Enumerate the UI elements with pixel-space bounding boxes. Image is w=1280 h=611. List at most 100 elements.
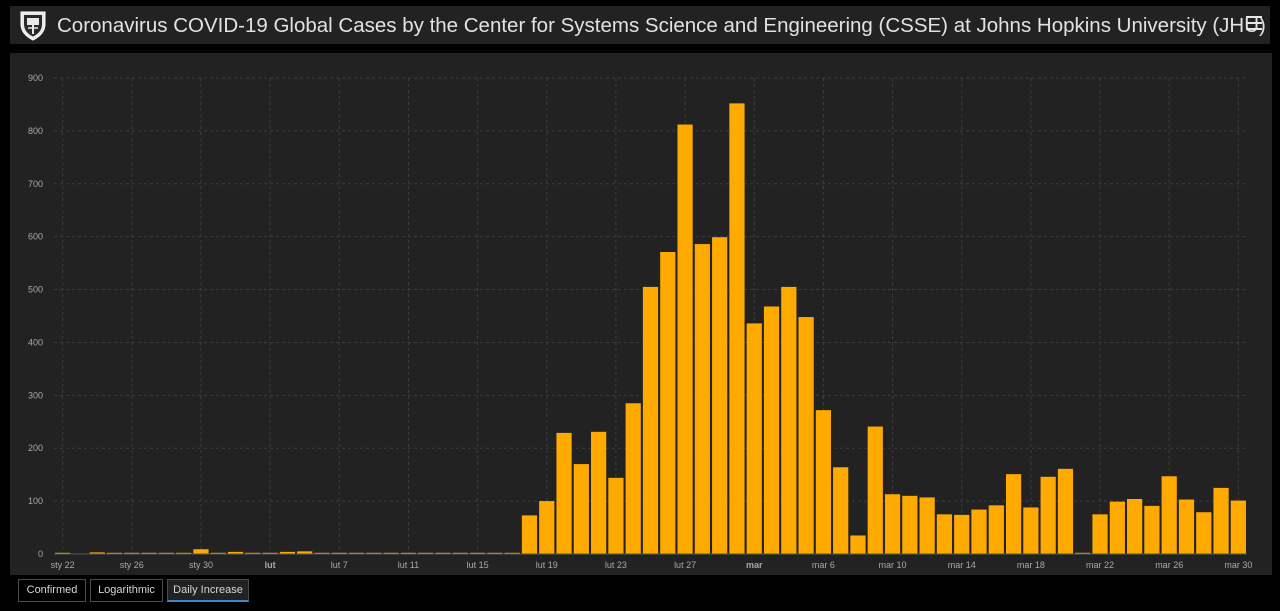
chart-bar xyxy=(366,552,382,554)
chart-bar xyxy=(176,552,192,554)
chart-bar xyxy=(227,551,244,554)
chart-bar xyxy=(642,286,659,554)
chart-bar xyxy=(1005,474,1022,554)
x-tick-label: mar xyxy=(746,560,763,570)
chart-bar xyxy=(262,552,278,554)
hamburger-menu-icon[interactable] xyxy=(1246,16,1262,32)
x-tick-label: sty 26 xyxy=(120,560,144,570)
x-tick-label: mar 30 xyxy=(1224,560,1252,570)
x-tick-label: lut 27 xyxy=(674,560,696,570)
chart-bar xyxy=(521,515,538,554)
chart-bar xyxy=(1040,476,1056,554)
chart-bar xyxy=(867,426,883,554)
chart-bar xyxy=(279,551,296,554)
chart-bar xyxy=(729,103,745,555)
chart-bar xyxy=(106,552,123,554)
chart-bar xyxy=(660,252,676,554)
chart-panel: 0 100 200 300 400 500 600 700 800 900 sty 22 sty 26… xyxy=(10,53,1272,575)
chart-bar xyxy=(55,552,71,554)
y-tick-label: 500 xyxy=(28,285,43,295)
chart-bar xyxy=(850,535,866,554)
chart-bar xyxy=(919,497,935,554)
chart-bar xyxy=(1230,500,1246,554)
x-tick-label: sty 30 xyxy=(189,560,213,570)
chart-bar xyxy=(746,323,762,554)
tab-daily-increase[interactable]: Daily Increase xyxy=(167,579,249,602)
chart-bar xyxy=(971,509,987,554)
chart-bar xyxy=(815,410,832,554)
y-tick-label: 400 xyxy=(28,337,43,347)
y-tick-label: 900 xyxy=(28,73,43,83)
tab-logarithmic[interactable]: Logarithmic xyxy=(90,579,163,602)
chart-bar xyxy=(383,552,399,554)
chart-bar xyxy=(936,514,953,554)
chart-bar xyxy=(833,467,849,554)
chart-bar xyxy=(487,552,503,554)
y-tick-label: 700 xyxy=(28,179,43,189)
chart-bar xyxy=(694,244,710,554)
chart-bar xyxy=(781,286,797,554)
chart-bar xyxy=(573,464,589,554)
tab-confirmed[interactable]: Confirmed xyxy=(18,579,86,602)
chart-bar xyxy=(591,431,607,554)
x-tick-label: lut 11 xyxy=(398,560,419,570)
chart-bar xyxy=(763,306,780,554)
chart-bar xyxy=(89,552,105,554)
chart-bar xyxy=(1109,501,1125,554)
chart-bar xyxy=(1213,487,1229,554)
chart-bar xyxy=(625,403,641,554)
chart-bar xyxy=(884,494,901,554)
chart-bar xyxy=(435,552,451,554)
chart-bar xyxy=(798,317,814,554)
chart-bar xyxy=(418,552,434,554)
y-tick-label: 0 xyxy=(38,549,43,559)
chart-bar xyxy=(469,552,486,554)
chart-bar xyxy=(297,551,313,554)
y-tick-label: 300 xyxy=(28,390,43,400)
x-tick-label: mar 6 xyxy=(812,560,835,570)
chart-bar xyxy=(245,552,261,554)
y-tick-label: 200 xyxy=(28,443,43,453)
daily-increase-chart: 0 100 200 300 400 500 600 700 800 900 sty 22 sty 26… xyxy=(28,73,1252,570)
chart-bar xyxy=(400,552,417,554)
chart-bar xyxy=(1127,498,1143,554)
x-tick-label: lut xyxy=(265,560,276,570)
chart-bar xyxy=(1092,514,1108,554)
x-tick-label: mar 26 xyxy=(1155,560,1183,570)
x-tick-label: mar 18 xyxy=(1017,560,1045,570)
chart-bar xyxy=(504,552,520,554)
x-tick-label: mar 22 xyxy=(1086,560,1114,570)
x-tick-label: sty 22 xyxy=(51,560,75,570)
chart-bar xyxy=(954,514,970,554)
chart-bar xyxy=(124,552,140,554)
chart-bar xyxy=(1075,552,1091,554)
chart-bar xyxy=(1023,507,1039,554)
x-tick-label: lut 15 xyxy=(467,560,489,570)
page-title: Coronavirus COVID-19 Global Cases by the… xyxy=(57,14,1266,37)
x-tick-label: lut 7 xyxy=(331,560,348,570)
chart-bar xyxy=(141,552,157,554)
chart-bar xyxy=(348,552,365,554)
x-tick-label: mar 14 xyxy=(948,560,976,570)
x-tick-label: lut 19 xyxy=(536,560,558,570)
y-tick-label: 100 xyxy=(28,496,43,506)
chart-bar xyxy=(608,477,624,554)
chart-bar xyxy=(158,552,174,554)
chart-bar xyxy=(1144,505,1160,554)
chart-bar xyxy=(210,552,226,554)
chart-bar xyxy=(1161,476,1177,554)
chart-bar xyxy=(452,552,468,554)
chart-bar xyxy=(902,495,918,554)
chart-bar xyxy=(1057,468,1074,554)
chart-bar xyxy=(677,124,693,554)
y-tick-label: 600 xyxy=(28,232,43,242)
app-header: Coronavirus COVID-19 Global Cases by the… xyxy=(10,6,1270,44)
chart-bar xyxy=(1178,499,1195,554)
university-shield-icon xyxy=(20,11,46,41)
y-tick-label: 800 xyxy=(28,126,43,136)
chart-bar xyxy=(556,432,572,554)
chart-bar xyxy=(193,549,209,554)
chart-bar xyxy=(988,505,1004,554)
x-tick-label: mar 10 xyxy=(879,560,907,570)
chart-bar xyxy=(539,501,555,554)
